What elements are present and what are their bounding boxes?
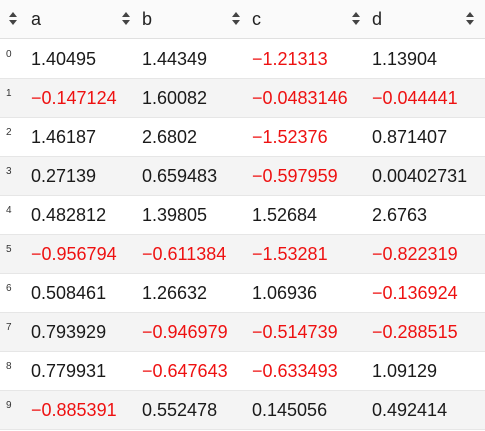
- sort-arrows-icon[interactable]: [466, 12, 474, 26]
- table-cell: 0.00402731: [372, 166, 468, 186]
- table-cell: 1.40495: [31, 49, 97, 69]
- table-cell: 0.27139: [31, 166, 97, 186]
- table-cell: −0.822319: [372, 244, 458, 264]
- row-index: 2: [6, 127, 12, 138]
- table-cell: −0.288515: [372, 322, 458, 342]
- table-row: 1 −0.147124 1.60082 −0.0483146 −0.044441: [0, 79, 485, 118]
- table-cell: 0.508461: [31, 283, 107, 303]
- table-cell: −0.514739: [252, 322, 338, 342]
- row-index: 4: [6, 205, 12, 216]
- table-row: 4 0.482812 1.39805 1.52684 2.6763: [0, 196, 485, 235]
- row-index: 8: [6, 361, 12, 372]
- table-cell: 0.871407: [372, 127, 448, 147]
- table-row: 8 0.779931 −0.647643 −0.633493 1.09129: [0, 352, 485, 391]
- table-cell: 1.13904: [372, 49, 438, 69]
- row-index: 1: [6, 88, 12, 99]
- table-cell: −0.647643: [142, 361, 228, 381]
- table-row: 6 0.508461 1.26632 1.06936 −0.136924: [0, 274, 485, 313]
- table-cell: −0.885391: [31, 400, 117, 420]
- table-cell: 2.6763: [372, 205, 428, 225]
- table-cell: −0.044441: [372, 88, 458, 108]
- table-cell: −1.53281: [252, 244, 328, 264]
- row-index: 7: [6, 322, 12, 333]
- index-sort-arrows-icon[interactable]: [9, 12, 17, 26]
- table-row: 9 −0.885391 0.552478 0.145056 0.492414: [0, 391, 485, 430]
- table-cell: −0.0483146: [252, 88, 348, 108]
- row-index: 9: [6, 400, 12, 411]
- table-cell: 1.39805: [142, 205, 208, 225]
- column-header-b[interactable]: b: [142, 9, 153, 29]
- table-cell: −1.52376: [252, 127, 328, 147]
- table-cell: 1.52684: [252, 205, 318, 225]
- column-header-c[interactable]: c: [252, 9, 261, 29]
- table-cell: 2.6802: [142, 127, 198, 147]
- sort-arrows-icon[interactable]: [232, 12, 240, 26]
- table-cell: −0.946979: [142, 322, 228, 342]
- table-cell: −0.136924: [372, 283, 458, 303]
- table-cell: −0.597959: [252, 166, 338, 186]
- table-cell: 0.779931: [31, 361, 107, 381]
- sort-arrows-icon[interactable]: [352, 12, 360, 26]
- table-cell: 1.06936: [252, 283, 318, 303]
- row-index: 3: [6, 166, 12, 177]
- table-row: 2 1.46187 2.6802 −1.52376 0.871407: [0, 118, 485, 157]
- table-cell: −1.21313: [252, 49, 328, 69]
- table-cell: 1.26632: [142, 283, 208, 303]
- table-row: 3 0.27139 0.659483 −0.597959 0.00402731: [0, 157, 485, 196]
- table-cell: 1.46187: [31, 127, 97, 147]
- row-index: 5: [6, 244, 12, 255]
- table-header: a b c d: [0, 0, 485, 39]
- table-row: 0 1.40495 1.44349 −1.21313 1.13904: [0, 40, 485, 79]
- column-header-a[interactable]: a: [31, 9, 42, 29]
- table-cell: −0.633493: [252, 361, 338, 381]
- table-cell: 0.482812: [31, 205, 107, 225]
- column-header-d[interactable]: d: [372, 9, 383, 29]
- table-cell: 1.44349: [142, 49, 208, 69]
- table-row: 5 −0.956794 −0.611384 −1.53281 −0.822319: [0, 235, 485, 274]
- table-cell: 0.492414: [372, 400, 448, 420]
- table-cell: −0.611384: [142, 244, 227, 264]
- table-cell: −0.956794: [31, 244, 117, 264]
- table-row: 7 0.793929 −0.946979 −0.514739 −0.288515: [0, 313, 485, 352]
- sort-arrows-icon[interactable]: [122, 12, 130, 26]
- row-index: 6: [6, 283, 12, 294]
- table-cell: 1.09129: [372, 361, 438, 381]
- table-cell: 0.793929: [31, 322, 107, 342]
- table-cell: 1.60082: [142, 88, 208, 108]
- table-cell: −0.147124: [31, 88, 117, 108]
- table-cell: 0.145056: [252, 400, 328, 420]
- table-cell: 0.552478: [142, 400, 218, 420]
- row-index: 0: [6, 49, 12, 60]
- table-cell: 0.659483: [142, 166, 218, 186]
